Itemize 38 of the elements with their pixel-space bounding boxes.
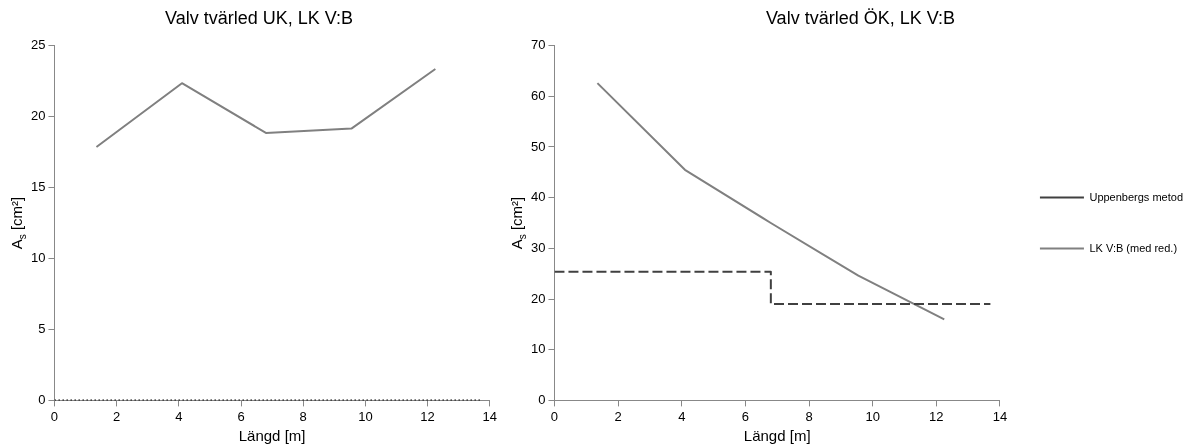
x-tick-label: 4	[175, 408, 183, 424]
chart-title: Valv tvärled ÖK, LK V:B	[765, 7, 956, 28]
chart-title: Valv tvärled UK, LK V:B	[164, 7, 354, 28]
x-axis-title: Längd [m]	[743, 427, 811, 445]
x-tick-label: 0	[550, 408, 559, 424]
x-tick-label: 10	[865, 408, 880, 424]
x-tick-label: 14	[992, 408, 1008, 424]
x-tick-label: 12	[420, 408, 435, 424]
y-tick-label: 10	[530, 341, 546, 357]
y-tick-label: 10	[30, 250, 46, 266]
y-tick-label: 0	[538, 391, 546, 407]
y-tick-label: 20	[530, 290, 546, 306]
y-tick-label: 60	[530, 87, 546, 103]
x-axis-title: Längd [m]	[238, 427, 306, 445]
y-tick-label: 0	[38, 391, 46, 407]
y-tick-label: 20	[30, 108, 46, 124]
y-axis-title: As [cm²]	[508, 196, 528, 250]
x-tick-label: 4	[678, 408, 686, 424]
y-tick-label: 40	[530, 189, 546, 205]
legend-label: LK V:B (med red.)	[1089, 241, 1178, 254]
y-tick-label: 5	[38, 321, 46, 337]
x-tick-label: 8	[805, 408, 813, 424]
x-tick-label: 6	[741, 408, 749, 424]
y-tick-label: 70	[530, 37, 546, 53]
x-tick-label: 0	[50, 408, 59, 424]
x-tick-label: 12	[929, 408, 944, 424]
x-tick-label: 14	[482, 408, 497, 424]
y-tick-label: 25	[30, 37, 46, 53]
x-tick-label: 2	[614, 408, 622, 424]
y-tick-label: 30	[530, 239, 546, 255]
y-tick-label: 50	[530, 138, 546, 154]
x-tick-label: 8	[299, 408, 307, 424]
x-tick-label: 6	[237, 408, 245, 424]
x-tick-label: 2	[113, 408, 121, 424]
y-tick-label: 15	[30, 179, 46, 195]
legend-label: Uppenbergs metod	[1089, 190, 1183, 203]
x-tick-label: 10	[358, 408, 373, 424]
y-axis-title: As [cm²]	[8, 196, 28, 250]
